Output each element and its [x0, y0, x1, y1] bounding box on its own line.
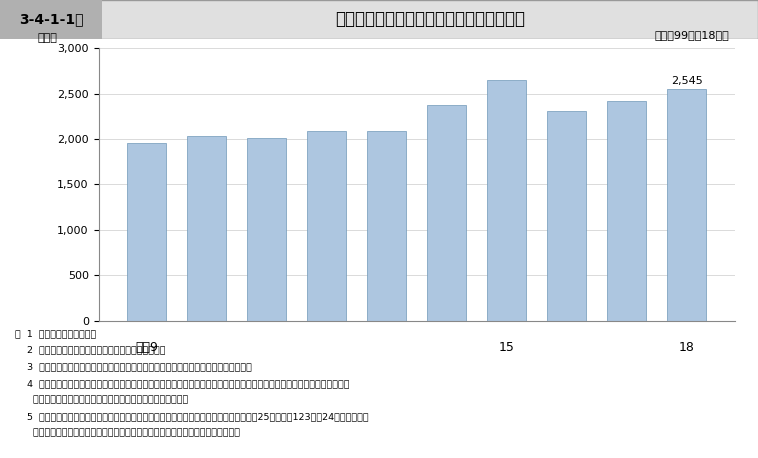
- Bar: [0, 0, 102, 39]
- Bar: [487, 80, 526, 321]
- Text: 4  「精神障害者」とは，統合失調症，中毒性精神病，知的障害，精神病質及びその他の精神疾患を有する者をいい，精神保: 4 「精神障害者」とは，統合失調症，中毒性精神病，知的障害，精神病質及びその他の…: [15, 379, 349, 388]
- Text: 5  「精神障害の疊いのある者」とは，精神保健及び精神障害者福祉に関する法律（昭和25年法律第123号）24条の規定によ: 5 「精神障害の疊いのある者」とは，精神保健及び精神障害者福祉に関する法律（昭和…: [15, 412, 368, 421]
- Bar: [187, 136, 227, 321]
- Bar: [247, 138, 287, 321]
- Bar: [368, 131, 406, 321]
- Text: 健指定医の診断により医療及び保護の対象となる者をいう。: 健指定医の診断により医療及び保護の対象となる者をいう。: [15, 396, 188, 404]
- Text: 2,545: 2,545: [671, 76, 703, 86]
- Bar: [607, 101, 647, 321]
- Text: 精神障害者等の一般刑法犯検挙人員の推移: 精神障害者等の一般刑法犯検挙人員の推移: [335, 11, 525, 28]
- Text: 注  1  警察庁の統計による。: 注 1 警察庁の統計による。: [15, 329, 96, 338]
- Bar: [428, 105, 466, 321]
- Text: 3  「精神障害者等」とは，「精神障害者」及び「精神障害の疊いのある者」をいう。: 3 「精神障害者等」とは，「精神障害者」及び「精神障害の疊いのある者」をいう。: [15, 362, 252, 371]
- Bar: [667, 89, 706, 321]
- Text: 平成9: 平成9: [136, 341, 158, 354]
- Text: 18: 18: [679, 341, 695, 354]
- Text: る都道府県知事への通報の対象となる者のうち，精神障害者を除いた者をいう。: る都道府県知事への通報の対象となる者のうち，精神障害者を除いた者をいう。: [15, 429, 240, 438]
- Bar: [547, 111, 587, 321]
- Text: 2  道路上の交通事故に係る危険運転致死傷を除く。: 2 道路上の交通事故に係る危険運転致死傷を除く。: [15, 346, 165, 355]
- Text: （平成99年～18年）: （平成99年～18年）: [654, 30, 729, 40]
- Text: 15: 15: [499, 341, 515, 354]
- Bar: [127, 143, 167, 321]
- Text: 3-4-1-1図: 3-4-1-1図: [19, 12, 83, 27]
- Bar: [308, 131, 346, 321]
- Y-axis label: （人）: （人）: [38, 33, 58, 43]
